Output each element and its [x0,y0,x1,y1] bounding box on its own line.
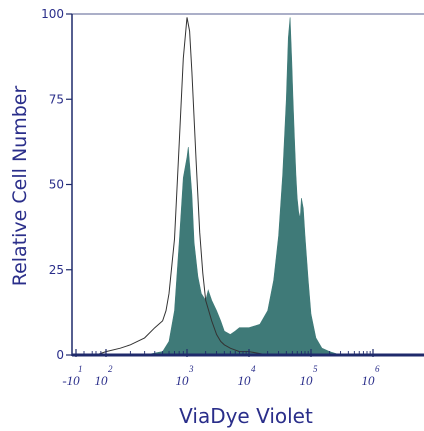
y-tick-label: 50 [49,178,64,192]
x-tick-label: -101 [62,364,82,388]
x-tick-exponent: 2 [108,364,113,374]
x-tick-base: -10 [62,373,80,388]
y-axis-label: Relative Cell Number [9,86,31,287]
x-tick-label: 106 [362,364,381,388]
y-tick-label: 25 [49,263,64,277]
x-tick-base: 10 [362,373,376,388]
x-tick-label: 102 [95,364,114,388]
x-tick-exponent: 4 [251,364,256,374]
y-ticks: 0 25 50 75 100 [41,7,72,362]
axes-layer [72,14,424,356]
series-outline-line [72,17,424,355]
series-layer [72,17,424,355]
y-tick-label: 75 [49,92,64,106]
x-tick-exponent: 6 [375,364,380,374]
x-tick-exponent: 3 [188,364,194,374]
x-tick-base: 10 [176,373,190,388]
x-tick-label: 103 [176,364,195,388]
x-tick-label: 104 [238,364,257,388]
x-tick-base: 10 [238,373,252,388]
x-tick-base: 10 [95,373,109,388]
x-axis-label: ViaDye Violet [179,404,313,428]
y-tick-label: 100 [41,7,64,21]
x-tick-exponent: 5 [313,364,318,374]
y-tick-label: 0 [56,348,64,362]
x-tick-label: 105 [300,364,319,388]
x-tick-base: 10 [300,373,314,388]
x-tick-exponent: 1 [78,364,83,374]
series-filled-area [72,17,424,355]
